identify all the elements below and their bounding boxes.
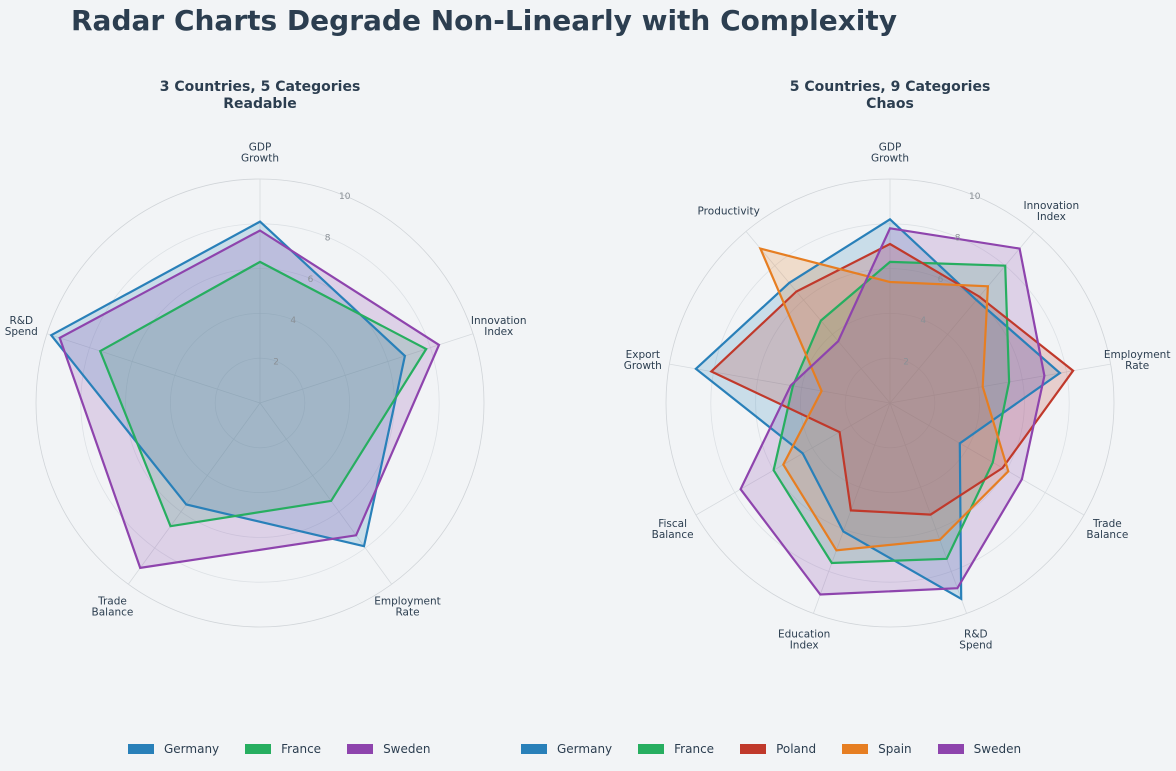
chart-subtitle: Chaos	[866, 96, 914, 112]
series-line-sweden	[739, 227, 1046, 596]
category-label-r-d-spend: R&D Spend	[5, 315, 38, 338]
legend-swatch	[740, 744, 767, 754]
series-fill-poland	[711, 244, 1074, 515]
series-fill-sweden	[59, 230, 439, 568]
category-label-trade-balance: Trade Balance	[1086, 518, 1128, 541]
legend-item-spain: Spain	[842, 742, 912, 756]
radial-tick-label: 6	[308, 275, 314, 285]
legend-item-sweden: Sweden	[347, 742, 430, 756]
radial-tick-label: 8	[325, 233, 331, 243]
legend-label: Sweden	[383, 742, 431, 756]
axis-spoke	[46, 333, 261, 404]
legend-label: Sweden	[973, 742, 1022, 756]
series-line-germany	[694, 217, 1062, 601]
chart-title: 5 Countries, 9 Categories	[790, 79, 991, 95]
legend-item-france: France	[638, 742, 714, 756]
category-label-gdp-growth: GDP Growth	[241, 142, 279, 165]
series-fill-germany	[51, 221, 405, 547]
radial-tick-label: 2	[273, 358, 279, 368]
series-line-france	[772, 260, 1011, 565]
category-label-innovation-index: Innovation Index	[471, 315, 527, 338]
series-line-spain	[758, 246, 1010, 552]
legend-item-france: France	[245, 742, 321, 756]
radial-tick-label: 6	[938, 275, 944, 285]
legend-swatch	[128, 744, 154, 754]
series-fill-sweden	[740, 228, 1045, 595]
series-line-poland	[709, 242, 1075, 516]
chart-title: 3 Countries, 5 Categories	[160, 79, 361, 95]
category-label-fiscal-balance: Fiscal Balance	[652, 518, 694, 541]
legend-swatch	[521, 744, 547, 754]
series-fill-germany	[695, 219, 1060, 599]
series-fill-spain	[760, 248, 1009, 551]
legend-swatch	[347, 744, 374, 754]
axis-spoke	[695, 402, 891, 516]
category-label-trade-balance: Trade Balance	[92, 596, 134, 619]
axis-spoke	[259, 333, 474, 404]
legend-label: Spain	[878, 742, 912, 756]
series-line-germany	[49, 220, 407, 548]
category-label-export-growth: Export Growth	[624, 349, 662, 372]
radial-tick-label: 10	[339, 192, 351, 202]
legend-swatch	[842, 744, 869, 754]
radial-tick-label: 4	[290, 316, 296, 326]
radial-tick-label: 2	[903, 358, 909, 368]
radial-tick-label: 4	[920, 316, 926, 326]
legend-item-sweden: Sweden	[937, 742, 1022, 756]
series-line-france	[98, 260, 428, 528]
axis-spoke	[259, 402, 392, 585]
category-label-employment-rate: Employment Rate	[374, 596, 441, 619]
axis-spoke	[889, 402, 1085, 516]
legend-swatch	[937, 744, 964, 754]
category-label-employment-rate: Employment Rate	[1104, 349, 1171, 372]
legend-label: France	[281, 742, 322, 756]
axis-spoke	[669, 363, 891, 404]
legend-swatch	[638, 744, 665, 754]
category-label-r-d-spend: R&D Spend	[959, 628, 992, 651]
legend-label: Poland	[776, 742, 817, 756]
legend-item-poland: Poland	[740, 742, 816, 756]
chart-subtitle: Readable	[223, 96, 297, 112]
radial-tick-label: 8	[955, 233, 961, 243]
radial-tick-label: 10	[969, 192, 981, 202]
axis-spoke	[745, 231, 891, 404]
axis-spoke	[889, 231, 1035, 404]
legend-item-germany: Germany	[521, 742, 612, 756]
category-label-education-index: Education Index	[778, 628, 830, 651]
legend-swatch	[245, 744, 272, 754]
legend-left: Germany France Sweden	[128, 741, 430, 757]
legend-item-germany: Germany	[128, 742, 219, 756]
series-fill-france	[100, 261, 427, 527]
legend-label: France	[674, 742, 715, 756]
series-fill-france	[773, 261, 1010, 563]
category-label-gdp-growth: GDP Growth	[871, 142, 909, 165]
category-label-productivity: Productivity	[698, 206, 760, 218]
legend-right: Germany France Poland Spain Sweden	[521, 741, 1021, 757]
legend-label: Germany	[557, 742, 613, 756]
axis-spoke	[128, 402, 261, 585]
category-label-innovation-index: Innovation Index	[1024, 200, 1080, 223]
page-title: Radar Charts Degrade Non-Linearly with C…	[71, 4, 897, 37]
series-line-sweden	[58, 229, 441, 570]
axis-spoke	[889, 402, 967, 614]
legend-label: Germany	[164, 742, 220, 756]
